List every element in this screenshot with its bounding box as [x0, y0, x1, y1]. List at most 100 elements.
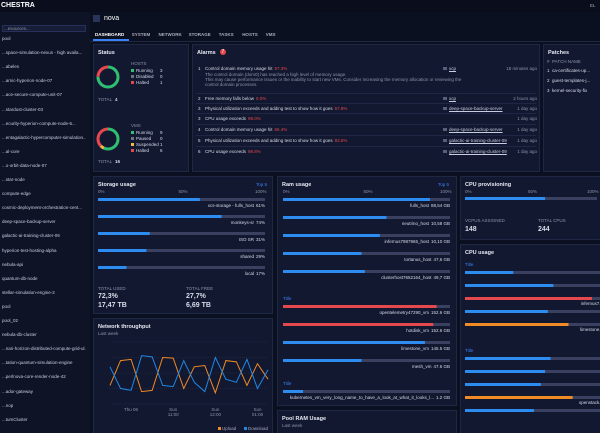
bar — [465, 323, 569, 326]
bar-label: fulls_host 88,54 GB — [283, 203, 450, 208]
sidebar-item[interactable]: nebula-db-cluster — [2, 332, 37, 338]
bar-label: infernus7987965_host 10,10 GB — [283, 239, 450, 244]
bar-label: opentelemetry47290_vm 152.6 GB — [283, 310, 450, 315]
sidebar-item[interactable]: ...nop — [2, 402, 14, 408]
alarm-text: Control domain memory usage hit 57.3% — [205, 66, 287, 71]
bar-name: neutrino_host — [401, 221, 429, 226]
alarm-time: 1 day ago — [517, 127, 537, 132]
bar — [465, 284, 554, 287]
axis-label: 0% — [283, 189, 290, 194]
sidebar-item[interactable]: ...entagalactic-hypercomputer-simulation… — [2, 134, 86, 140]
bar — [283, 234, 380, 237]
sidebar-item[interactable]: pool — [2, 303, 11, 309]
status-panel — [93, 44, 189, 172]
target-icon — [443, 96, 447, 100]
alarm-target[interactable]: deep-space-backup-server — [449, 127, 503, 132]
alarm-target[interactable]: xcp — [449, 66, 457, 71]
sidebar-item[interactable]: ...arnic-hyperion-node-07 — [2, 78, 53, 84]
alarm-message: CPU usage exceeds — [205, 149, 247, 154]
legend-dot — [131, 149, 134, 152]
sidebar-item[interactable]: ...o-orbit-data-node-07 — [2, 162, 47, 168]
x-tick-label: Thu 06 — [124, 407, 139, 412]
bar — [283, 359, 362, 362]
sidebar-item[interactable]: hyperion-test-hosting-alpha — [2, 247, 57, 253]
bar-value: 1.2 GB — [435, 395, 450, 400]
alarm-time: 2 hours ago — [513, 96, 537, 101]
sidebar-item[interactable]: ...stardust-cluster-03 — [2, 106, 44, 112]
sidebar-item[interactable]: ...star-node — [2, 177, 25, 182]
alarm-index: 1 — [198, 66, 201, 71]
sidebar-item[interactable]: ...tation-quantum-simulation-engine — [2, 360, 73, 366]
patch-name: ca-certificates-up... — [552, 68, 591, 73]
alarm-target[interactable]: galactic-ai-training-cluster-09 — [449, 149, 507, 154]
top-link[interactable]: Top 5 — [438, 182, 450, 187]
alarm-target[interactable]: deep-space-backup-server — [449, 106, 503, 111]
alarm-value: 57.3% — [274, 66, 288, 71]
sidebar-item[interactable]: quantum-db-node — [2, 275, 38, 281]
alarm-value: 98.8% — [248, 149, 261, 154]
bar — [465, 370, 546, 373]
sidebar-item[interactable]: nebula-api — [2, 261, 24, 267]
top-link[interactable]: Top 5 — [256, 182, 268, 187]
patches-panel — [543, 44, 600, 172]
tab[interactable]: HOSTS — [242, 32, 258, 37]
total-value: 16 — [115, 159, 121, 164]
sidebar-item[interactable]: ...ador-gateway — [2, 388, 34, 394]
tab[interactable]: DASHBOARD — [95, 32, 125, 37]
line-series — [109, 355, 269, 393]
sidebar-item[interactable]: compute-edge — [2, 191, 31, 197]
sidebar-item[interactable]: ...space-simulation-nexus - high availa.… — [2, 50, 83, 56]
target-icon — [443, 138, 447, 142]
ram-panel — [277, 176, 457, 406]
alarm-value: 67.8% — [334, 106, 348, 111]
legend-swatch — [244, 426, 247, 430]
alarm-text: Physical utilization exceeds and adding … — [205, 138, 347, 143]
alarm-target[interactable]: xcp — [449, 96, 457, 101]
x-tick-label: Sun 01:00 — [251, 407, 264, 418]
alarm-value: 99.0% — [248, 116, 261, 121]
sidebar-item[interactable]: ...ecurity-hyperion-compute-node-5... — [2, 120, 76, 126]
sidebar-item[interactable]: galactic-ai-training-cluster-09 — [2, 233, 60, 239]
sidebar-item[interactable]: ...al-core — [2, 148, 20, 154]
status-label: Running — [136, 130, 153, 135]
sidebar-item[interactable]: ...nari-horizon-distributed-compute-grid… — [2, 346, 86, 352]
legend-dot — [131, 131, 134, 134]
bar-value: 31% — [255, 237, 265, 242]
axis-label: 100% — [255, 189, 267, 194]
row-divider — [196, 135, 536, 136]
bar-label: kubernetes_vm_very_long_name_to_have_a_l… — [283, 395, 450, 400]
sidebar-item[interactable]: deep-space-backup-server — [2, 219, 56, 225]
bar-track — [283, 390, 450, 393]
alarm-detail: The control domain (dom0) has reached a … — [205, 72, 347, 77]
bar-label: ISO SR 31% — [98, 237, 265, 242]
sidebar-item[interactable]: pool — [2, 36, 11, 41]
sidebar-item[interactable]: stellar-simulation-engine-2 — [2, 289, 55, 295]
bar — [283, 198, 430, 201]
alarm-index: 5 — [198, 138, 201, 143]
alarm-detail: This may cause performance issues or the… — [205, 77, 462, 82]
sidebar-item[interactable]: pool_02 — [2, 318, 19, 323]
section-title: Title — [283, 381, 292, 386]
status-value: 0 — [160, 136, 163, 141]
sidebar-item[interactable]: cosmic-deployment-orchestration-cent... — [2, 205, 83, 211]
sidebar-item[interactable]: ...tumCluster — [2, 416, 28, 422]
tab[interactable]: VMS — [265, 32, 276, 37]
alarm-index: 4 — [198, 127, 201, 132]
alarm-message: CPU usage exceeds — [205, 116, 247, 121]
tab[interactable]: TASKS — [218, 32, 234, 37]
row-divider — [196, 124, 536, 125]
tab[interactable]: SYSTEM — [131, 32, 151, 37]
alarm-target[interactable]: galactic-ai-training-cluster-09 — [449, 138, 507, 143]
sidebar-item[interactable]: ...perlnova-core-render-node-42 — [2, 374, 66, 380]
bar-name: fulls_host — [409, 203, 429, 208]
sidebar-item[interactable]: ...abeles — [2, 64, 20, 70]
total-size: 6,69 TB — [186, 302, 211, 309]
axis-label: 50% — [178, 189, 188, 194]
tab[interactable]: NETWORK — [158, 32, 182, 37]
search-box — [2, 25, 86, 32]
search-input[interactable]: ...esources... — [4, 26, 30, 31]
sidebar-item[interactable]: ...ace-secure-compute-unit-07 — [2, 92, 63, 98]
total-value: 4 — [115, 97, 118, 102]
tab[interactable]: STORAGE — [188, 32, 211, 37]
total-label: TOTAL FREE — [186, 286, 214, 291]
